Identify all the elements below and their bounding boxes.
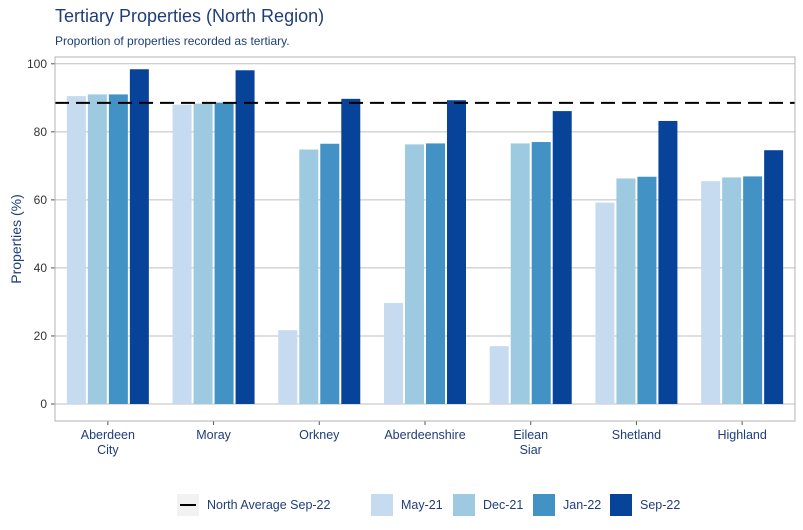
bar-jan-22-0 [108, 94, 128, 404]
legend-label-dec-21: Dec-21 [483, 498, 524, 512]
bar-may-21-3 [384, 302, 403, 404]
bar-may-21-4 [489, 346, 509, 404]
legend-swatch-sep-22 [610, 494, 632, 516]
plot-border [54, 56, 796, 422]
bar-dec-21-1 [193, 103, 213, 404]
legend-item-sep-22: Sep-22 [610, 493, 680, 517]
y-tick-label: 20 [34, 329, 48, 343]
x-tick-labels: Aberdeen City Moray Orkney Aberdeenshire Eile… [81, 421, 767, 457]
bar-jan-22-1 [214, 102, 234, 404]
bar-dec-21-4 [510, 143, 530, 404]
legend-label-may-21: May-21 [401, 498, 443, 512]
y-tick-label: 0 [40, 397, 47, 411]
bar-jan-22-6 [743, 176, 763, 404]
legend-item-reference: North Average Sep-22 [177, 493, 330, 517]
legend-swatch-dec-21 [453, 494, 475, 516]
legend: North Average Sep-22 May-21 Dec-21 Jan-2… [0, 493, 803, 517]
bar-dec-21-6 [722, 177, 742, 404]
chart-subtitle: Proportion of properties recorded as ter… [55, 34, 290, 48]
x-tick-label: Aberdeenshire [384, 428, 465, 442]
x-tick-label: Highland [717, 428, 766, 442]
y-tick-labels: 0 20 40 60 80 100 [27, 57, 55, 411]
bar-jan-22-2 [320, 143, 340, 404]
legend-label-jan-22: Jan-22 [563, 498, 602, 512]
bar-dec-21-0 [87, 94, 107, 404]
bar-sep-22-4 [552, 111, 572, 404]
bar-sep-22-1 [235, 70, 255, 404]
y-tick-label: 100 [27, 57, 47, 71]
bar-sep-22-0 [129, 69, 149, 404]
legend-line-key [177, 494, 199, 516]
bar-may-21-6 [701, 181, 721, 404]
bar-sep-22-5 [658, 120, 678, 404]
bar-jan-22-3 [426, 143, 445, 404]
x-tick-label: Moray [196, 428, 231, 442]
bar-may-21-2 [278, 330, 298, 404]
chart-title: Tertiary Properties (North Region) [55, 6, 325, 26]
x-tick-label: Aberdeen City [81, 428, 135, 457]
y-axis-title: Properties (%) [8, 194, 24, 283]
bar-dec-21-3 [405, 144, 424, 404]
legend-item-jan-22: Jan-22 [533, 493, 601, 517]
bar-jan-22-5 [637, 176, 657, 404]
y-tick-label: 80 [34, 125, 48, 139]
legend-label-sep-22: Sep-22 [640, 498, 681, 512]
legend-swatch-may-21 [371, 494, 393, 516]
y-tick-label: 60 [34, 193, 48, 207]
bar-jan-22-4 [531, 142, 551, 404]
bar-sep-22-2 [341, 98, 361, 404]
bar-sep-22-6 [764, 150, 784, 404]
gridlines [55, 63, 795, 405]
bars [66, 69, 784, 404]
x-tick-label: Shetland [612, 428, 661, 442]
legend-swatch-jan-22 [533, 494, 555, 516]
legend-label-reference: North Average Sep-22 [207, 498, 331, 512]
bar-dec-21-5 [616, 178, 636, 404]
x-tick-label: Eilean Siar [513, 428, 548, 457]
bar-may-21-5 [595, 202, 615, 404]
y-tick-label: 40 [34, 261, 48, 275]
x-tick-label: Orkney [299, 428, 340, 442]
bar-dec-21-2 [299, 149, 319, 404]
legend-item-may-21: May-21 [371, 493, 443, 517]
bar-may-21-0 [66, 96, 86, 404]
bar-may-21-1 [172, 104, 192, 404]
bar-sep-22-3 [447, 100, 466, 404]
legend-item-dec-21: Dec-21 [453, 493, 523, 517]
